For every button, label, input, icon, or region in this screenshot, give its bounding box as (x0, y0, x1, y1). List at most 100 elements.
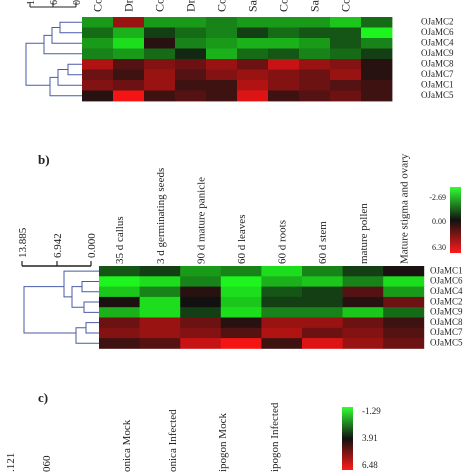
column-label: onica Infected (167, 409, 179, 472)
heatmap-cell (99, 338, 140, 349)
heatmap-cell (139, 327, 181, 339)
heatmap-cell (383, 266, 425, 277)
heatmap-cell (139, 296, 181, 308)
heatmap-cell (261, 286, 303, 298)
heatmap-cell (299, 38, 331, 49)
heatmap-cell (99, 296, 140, 308)
dendrogram-branch (75, 327, 99, 344)
heatmap-cell (361, 90, 393, 102)
heatmap-cell (342, 276, 384, 287)
heatmap-cell (330, 69, 362, 81)
heatmap-cell (268, 59, 300, 70)
heatmap-cell (180, 338, 222, 349)
heatmap-cell (330, 90, 362, 102)
dendrogram-branch (83, 301, 99, 313)
dendrogram-branch (67, 63, 82, 76)
heatmap-cell (220, 296, 262, 308)
heatmap-cell (237, 38, 269, 49)
heatmap-cell (261, 296, 303, 308)
heatmap-cell (175, 80, 207, 91)
color-scale-label: 6.30 (432, 243, 446, 252)
heatmap-cell (299, 27, 331, 39)
heatmap-cell (180, 266, 222, 277)
dendrogram-branch (43, 34, 82, 55)
heatmap-cell (82, 80, 114, 91)
column-label: Co (277, 0, 291, 12)
dendrogram-scale-label: 0.000 (86, 233, 98, 258)
heatmap-cell (139, 276, 181, 287)
heatmap-cell (268, 69, 300, 81)
heatmap-cell (361, 59, 393, 70)
heatmap-cell (220, 327, 262, 339)
heatmap-cell (113, 27, 145, 39)
column-label: Sa (246, 0, 260, 12)
column-label: 90 d mature panicle (195, 177, 207, 264)
row-label: OJaMC2 (421, 17, 454, 27)
heatmap-cell (237, 80, 269, 91)
heatmap-cell (175, 69, 207, 81)
heatmap-cell (113, 48, 145, 60)
heatmap-cell (342, 266, 384, 277)
color-scale-label: 0.00 (432, 217, 446, 226)
heatmap-cell (361, 69, 393, 81)
row-label: OJaMC1 (421, 80, 454, 90)
column-label: mature pollen (358, 203, 370, 264)
heatmap-cell (299, 80, 331, 91)
column-label: Mature stigma and ovary (398, 153, 410, 264)
row-label: OJaMC8 (430, 317, 463, 327)
heatmap-cell (99, 317, 140, 329)
heatmap-cell (220, 338, 262, 349)
row-label: OJaMC7 (430, 327, 463, 337)
column-label: Co (215, 0, 229, 12)
heatmap-cell (144, 80, 176, 91)
heatmap-cell (342, 338, 384, 349)
heatmap-cell (237, 59, 269, 70)
heatmap-cell (383, 286, 425, 298)
heatmap-cell (144, 69, 176, 81)
heatmap-cell (180, 317, 222, 329)
column-label: 3 d germinating seeds (155, 168, 167, 264)
heatmap-cell (342, 307, 384, 318)
heatmap-cell (144, 27, 176, 39)
heatmap-cell (237, 48, 269, 60)
heatmap-cell (302, 296, 343, 308)
column-label: Co (153, 0, 167, 12)
heatmap-cell (206, 48, 238, 60)
heatmap-cell (206, 17, 238, 28)
dendrogram-scale-label: 060 (41, 455, 53, 472)
heatmap-cell (302, 276, 343, 287)
dendrogram-scale-label: 12 (26, 0, 37, 5)
color-scale-label: 6.48 (362, 460, 378, 470)
heatmap-cell (342, 327, 384, 339)
heatmap-cell (99, 276, 140, 287)
heatmap-cell (330, 59, 362, 70)
heatmap-cell (261, 327, 303, 339)
dendrogram-branch (25, 42, 50, 86)
row-label: OJaMC4 (430, 286, 463, 296)
heatmap-cell (82, 90, 114, 102)
column-label: Co (339, 0, 353, 12)
heatmap-cell (237, 69, 269, 81)
heatmap-cell (383, 317, 425, 329)
heatmap-cell (383, 276, 425, 287)
heatmap-cell (237, 90, 269, 102)
heatmap-cell (342, 317, 384, 329)
dendrogram-scale-label: 6.2 (49, 0, 60, 5)
row-label: OJaMC4 (421, 38, 454, 48)
heatmap-cell (220, 276, 262, 287)
dendrogram-scale-label: 0.0 (72, 0, 83, 5)
heatmap-cell (383, 327, 425, 339)
row-label: OJaMC9 (421, 48, 454, 58)
color-scale-bar (342, 407, 353, 470)
heatmap-cell (302, 266, 343, 277)
dendrogram-branch (49, 76, 82, 97)
row-label: OJaMC1 (430, 265, 463, 275)
heatmap-cell (268, 80, 300, 91)
row-label: OJaMC9 (430, 307, 463, 317)
heatmap-cell (261, 307, 303, 318)
heatmap-cell (220, 266, 262, 277)
heatmap-cell (302, 286, 343, 298)
heatmap-cell (144, 90, 176, 102)
dendrogram-scale-label: 13.885 (17, 227, 29, 258)
